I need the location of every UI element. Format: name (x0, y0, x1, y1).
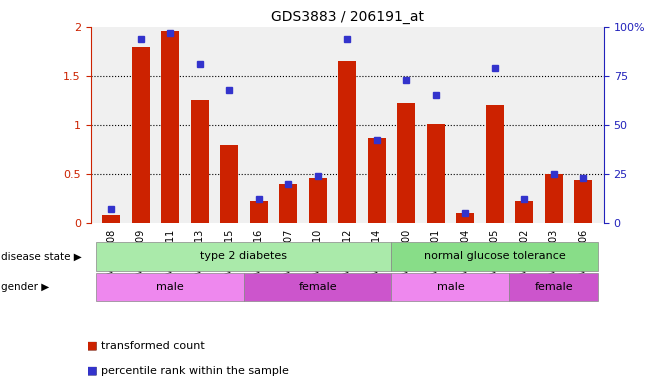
Text: male: male (437, 282, 464, 292)
Bar (220, 146, 238, 223)
Bar (397, 103, 415, 223)
Bar (309, 178, 327, 223)
Text: ■: ■ (87, 341, 98, 351)
Bar (391, 273, 509, 301)
Bar (97, 273, 244, 301)
Bar (509, 273, 598, 301)
Bar (103, 215, 120, 223)
Bar (250, 201, 268, 223)
Text: type 2 diabetes: type 2 diabetes (201, 251, 287, 262)
Bar (545, 174, 562, 223)
Text: normal glucose tolerance: normal glucose tolerance (424, 251, 566, 262)
Bar (427, 124, 445, 223)
Text: ■: ■ (87, 366, 98, 376)
Text: disease state ▶: disease state ▶ (1, 251, 82, 262)
Text: female: female (299, 282, 337, 292)
Bar (368, 137, 386, 223)
Bar (191, 100, 209, 223)
Bar (456, 213, 474, 223)
Bar (244, 273, 391, 301)
Bar (391, 242, 598, 271)
Bar (279, 184, 297, 223)
Bar (162, 31, 179, 223)
Bar (574, 180, 592, 223)
Text: ■ transformed count: ■ transformed count (87, 341, 205, 351)
Text: female: female (534, 282, 573, 292)
Bar (132, 48, 150, 223)
Text: ■ percentile rank within the sample: ■ percentile rank within the sample (87, 366, 289, 376)
Bar (338, 61, 356, 223)
Bar (97, 242, 391, 271)
Bar (486, 105, 504, 223)
Text: male: male (156, 282, 184, 292)
Title: GDS3883 / 206191_at: GDS3883 / 206191_at (270, 10, 424, 25)
Text: gender ▶: gender ▶ (1, 282, 50, 292)
Bar (515, 201, 533, 223)
